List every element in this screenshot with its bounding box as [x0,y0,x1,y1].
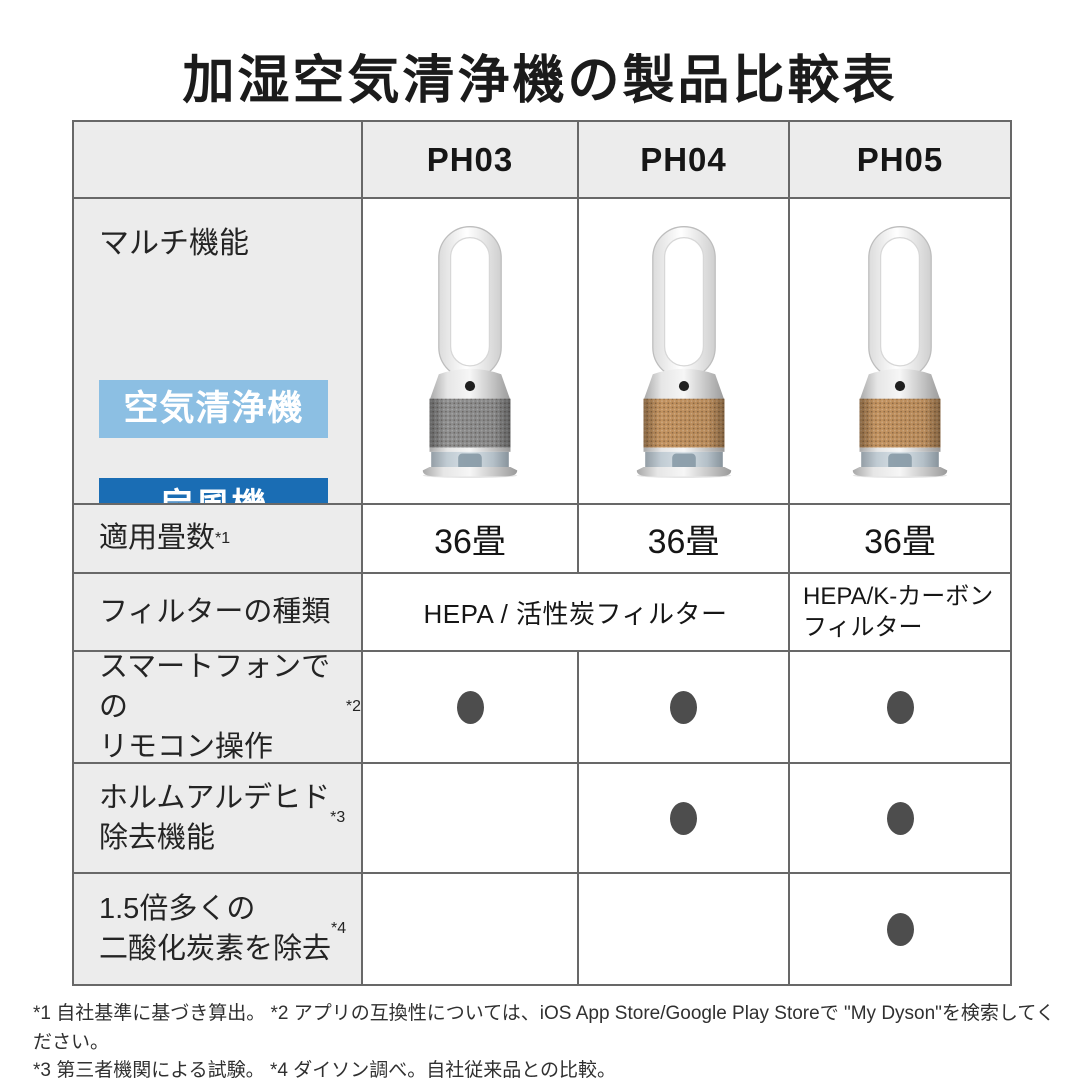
smartphone-cell-ph04 [579,652,790,764]
page-title: 加湿空気清浄機の製品比較表 [182,52,898,110]
column-header-ph05: PH05 [790,122,1010,199]
formaldehyde-cell-ph04 [579,764,790,874]
tatami-label: 適用畳数 [99,522,216,555]
feature-dot [456,690,484,724]
comparison-table: PH03 PH04 PH05 マルチ機能 空気清浄機 扇風機 加湿器 [72,120,1012,986]
feature-dot [670,690,697,724]
smartphone-cell-ph05 [790,652,1010,764]
footnote-line-1: *1 自社基準に基づき算出。 *2 アプリの互換性については、iOS App S… [33,1003,1055,1053]
tatami-value-ph03: 36畳 [363,505,579,574]
footnote-marker-2: *2 [345,698,361,715]
tatami-value-ph05: 36畳 [790,505,1010,574]
formaldehyde-label: ホルムアルデヒド 除去機能 [99,781,331,854]
co2-cell-ph05 [790,874,1010,984]
co2-label: 1.5倍多くの 二酸化炭素を除去 [99,892,332,965]
product-cell-ph05 [790,199,1010,505]
co2-cell-ph04 [579,874,790,984]
tatami-value-ph04: 36畳 [579,505,790,574]
header-corner-cell [74,122,363,199]
formaldehyde-cell-ph03 [363,764,579,874]
smartphone-label: スマートフォンでの リモコン操作 [99,652,331,764]
footnote-marker-4: *4 [331,920,347,937]
row-label-filter-type: フィルターの種類 [74,574,363,652]
feature-dot [886,690,914,724]
multi-function-label: マルチ機能 [99,227,249,260]
column-header-ph03: PH03 [363,122,579,199]
product-cell-ph04 [579,199,790,505]
footnote-line-2: *3 第三者機関による試験。 *4 ダイソン調べ。自社従来品との比較。 [33,1060,616,1080]
filter-value-ph03-ph04: HEPA / 活性炭フィルター [363,574,790,652]
row-label-tatami: 適用畳数 *1 [74,505,363,574]
filter-value-ph05: HEPA/K-カーボン フィルター [790,574,1010,652]
product-image-ph03 [422,225,518,478]
feature-dot [670,801,697,835]
footnotes: *1 自社基準に基づき算出。 *2 アプリの互換性については、iOS App S… [33,1000,1063,1080]
smartphone-cell-ph03 [363,652,579,764]
row-label-co2-removal: 1.5倍多くの 二酸化炭素を除去 *4 [74,874,363,984]
feature-dot [886,801,914,835]
function-badges: 空気清浄機 扇風機 加湿器 [99,340,328,503]
badge-fan: 扇風機 [99,478,328,503]
product-image-ph05 [852,225,948,478]
formaldehyde-cell-ph05 [790,764,1010,874]
column-header-ph04: PH04 [579,122,790,199]
footnote-marker-3: *3 [330,809,346,826]
badge-air-purifier: 空気清浄機 [99,380,328,439]
row-label-multi-function: マルチ機能 空気清浄機 扇風機 加湿器 [74,199,363,505]
product-cell-ph03 [363,199,579,505]
footnote-marker-1: *1 [215,529,231,547]
row-label-formaldehyde: ホルムアルデヒド 除去機能 *3 [74,764,363,874]
feature-dot [886,912,914,946]
product-image-ph04 [636,225,731,478]
row-label-smartphone-remote: スマートフォンでの リモコン操作 *2 [74,652,363,764]
co2-cell-ph03 [363,874,579,984]
